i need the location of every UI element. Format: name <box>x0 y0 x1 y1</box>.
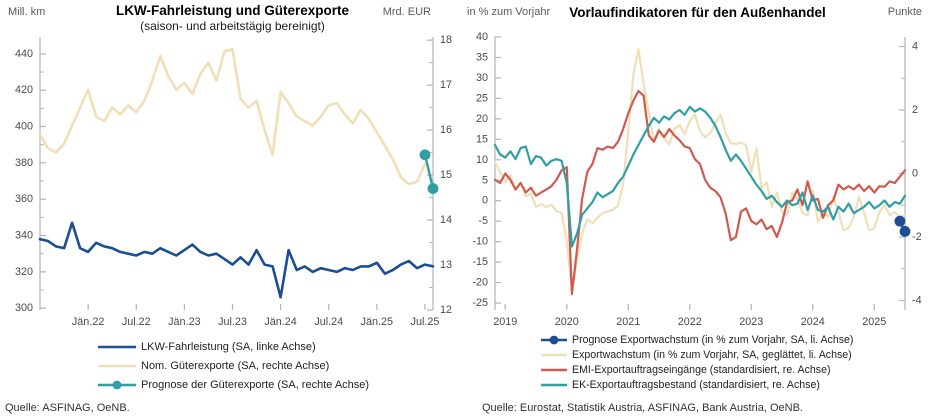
legend-label-ek-exportauftragsbestand: EK-Exportauftragsbestand (standardisiert… <box>572 378 820 391</box>
x-tick-label: Jän.25 <box>361 316 393 328</box>
x-tick-label: Jul.24 <box>314 316 343 328</box>
tick-label: 4 <box>912 41 918 53</box>
series-prognose-gueterexporte <box>423 153 435 190</box>
tick-label: 14 <box>440 214 452 226</box>
x-tick-label: Jul.23 <box>218 316 247 328</box>
tick-label: 17 <box>440 79 452 91</box>
series-ek-exportauftragsbestand <box>493 105 907 248</box>
x-tick-label: 2020 <box>555 316 579 328</box>
legend-label-prognose-exportwachstum: Prognose Exportwachstum (in % zum Vorjah… <box>572 334 854 347</box>
tick-label: 40 <box>476 31 488 43</box>
series-nom-gueterexporte <box>38 47 427 186</box>
tick-label: -5 <box>478 215 488 227</box>
tick-label: 2 <box>912 104 918 116</box>
legend-swatch-ek-exportauftragsbestand <box>541 383 567 387</box>
tick-label: 400 <box>15 121 33 133</box>
left-axis-unit-label: in % zum Vorjahr <box>467 6 551 18</box>
legend-label-lkw-fahrleistung: LKW-Fahrleistung (SA, linke Achse) <box>141 340 316 353</box>
x-tick-label: Jul.22 <box>122 316 151 328</box>
tick-label: 340 <box>15 230 33 242</box>
chart-vorlaufindikatoren: in % zum Vorjahr Vorlaufindikatoren für … <box>465 0 930 419</box>
tick-label: 12 <box>440 304 452 316</box>
right-axis-unit-label: Mrd. EUR <box>382 6 431 18</box>
tick-label: 35 <box>476 51 488 63</box>
source-note: Quelle: Eurostat, Statistik Austria, ASF… <box>482 402 803 414</box>
tick-label: 30 <box>476 72 488 84</box>
x-tick-label: 2025 <box>862 316 886 328</box>
tick-label: -4 <box>912 294 922 306</box>
series-prognose-gueterexporte-marker <box>419 149 431 161</box>
series-lkw-fahrleistung <box>38 221 435 299</box>
chart-lkw-gueterexporte: Mill. km LKW-Fahrleistung und Güterexpor… <box>5 3 452 414</box>
x-tick-label: 2023 <box>739 316 763 328</box>
tick-label: 380 <box>15 157 33 169</box>
source-note: Quelle: ASFINAG, OeNB. <box>5 402 130 414</box>
tick-label: -15 <box>472 256 488 268</box>
legend-swatch-nom-gueterexporte <box>98 364 136 367</box>
legend-label-emi-exportauftragseingaenge: EMI-Exportauftragseingänge (standardisie… <box>572 363 831 376</box>
x-tick-label: Jän.24 <box>264 316 296 328</box>
tick-label: 0 <box>912 168 918 180</box>
legend-label-nom-gueterexporte: Nom. Güterexporte (SA, rechte Achse) <box>141 359 330 372</box>
legend-swatch-lkw-fahrleistung <box>98 345 136 348</box>
legend-item-lkw-fahrleistung: LKW-Fahrleistung (SA, linke Achse) <box>98 337 369 356</box>
legend-item-nom-gueterexporte: Nom. Güterexporte (SA, rechte Achse) <box>98 356 369 375</box>
legend-item-exportwachstum: Exportwachstum (in % zum Vorjahr, SA, ge… <box>541 348 853 363</box>
tick-label: 5 <box>482 174 488 186</box>
legend-lkw: LKW-Fahrleistung (SA, linke Achse) Nom. G… <box>98 337 369 394</box>
series-prognose-exportwachstum-marker <box>894 215 906 227</box>
legend-label-prognose-gueterexporte: Prognose der Güterexporte (SA, rechte Ac… <box>141 378 370 391</box>
legend-item-ek-exportauftragsbestand: EK-Exportauftragsbestand (standardisiert… <box>541 377 853 392</box>
x-tick-label: Jul.25 <box>411 316 440 328</box>
right-axis-unit-label: Punkte <box>887 6 922 18</box>
tick-label: -2 <box>912 231 922 243</box>
tick-label: 300 <box>15 302 33 314</box>
legend-vorlaufindikatoren: Prognose Exportwachstum (in % zum Vorjah… <box>541 333 853 392</box>
tick-label: 15 <box>440 169 452 181</box>
x-tick-label: Jän.23 <box>168 316 200 328</box>
legend-item-prognose-exportwachstum: Prognose Exportwachstum (in % zum Vorjah… <box>541 333 853 348</box>
legend-swatch-emi-exportauftragseingaenge <box>541 368 567 372</box>
left-axis-unit-label: Mill. km <box>8 6 46 18</box>
legend-swatch-prognose-gueterexporte <box>98 380 136 389</box>
x-tick-label: 2019 <box>493 316 517 328</box>
x-tick-label: 2021 <box>616 316 640 328</box>
tick-label: -20 <box>472 277 488 289</box>
lkw-plot-area: 300 320 340 360 380 400 420 440 12 13 14 15 16 17 18 Jä… <box>15 34 452 328</box>
x-tick-label: 2024 <box>801 316 825 328</box>
tick-label: 13 <box>440 259 452 271</box>
tick-label: 10 <box>476 154 488 166</box>
tick-label: 360 <box>15 193 33 205</box>
series-prognose-exportwachstum-marker <box>899 226 911 237</box>
tick-label: 420 <box>15 84 33 96</box>
tick-label: 20 <box>476 113 488 125</box>
tick-label: 0 <box>482 195 488 207</box>
tick-label: 18 <box>440 34 452 46</box>
series-emi-exportauftragseingaenge <box>493 89 907 296</box>
tick-label: -25 <box>472 297 488 309</box>
legend-item-prognose-gueterexporte: Prognose der Güterexporte (SA, rechte Ac… <box>98 375 369 394</box>
legend-label-exportwachstum: Exportwachstum (in % zum Vorjahr, SA, ge… <box>572 349 852 362</box>
x-tick-label: Jän.22 <box>72 316 104 328</box>
legend-swatch-exportwachstum <box>541 353 567 357</box>
tick-label: 320 <box>15 266 33 278</box>
series-prognose-gueterexporte-marker <box>427 183 439 194</box>
tick-label: 440 <box>15 48 33 60</box>
legend-swatch-prognose-exportwachstum <box>541 335 567 345</box>
vorlaufindikatoren-plot-area: -25-20-15-10-50510152025303540-4-2024201… <box>472 31 922 328</box>
tick-label: 25 <box>476 92 488 104</box>
legend-item-emi-exportauftragseingaenge: EMI-Exportauftragseingänge (standardisie… <box>541 363 853 378</box>
tick-label: 16 <box>440 124 452 136</box>
series-exportwachstum <box>493 48 907 292</box>
tick-label: -10 <box>472 236 488 248</box>
tick-label: 15 <box>476 133 488 145</box>
x-tick-label: 2022 <box>678 316 702 328</box>
